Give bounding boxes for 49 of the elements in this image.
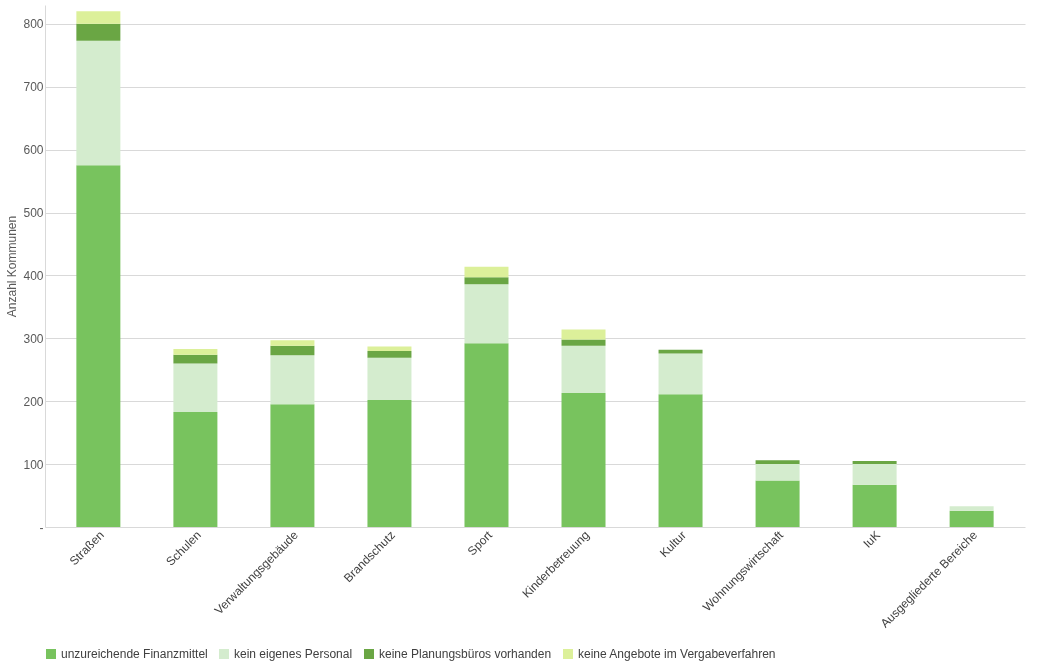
bar bbox=[367, 350, 412, 358]
y-tick-label: 500 bbox=[23, 206, 44, 221]
bar bbox=[76, 11, 121, 24]
y-tick-label: 600 bbox=[23, 143, 44, 158]
bar bbox=[561, 345, 606, 394]
bar bbox=[561, 339, 606, 346]
bar bbox=[949, 510, 994, 527]
bar bbox=[852, 464, 897, 485]
legend-label: kein eigenes Personal bbox=[234, 647, 353, 661]
legend-label: unzureichende Finanzmittel bbox=[61, 647, 208, 661]
x-tick-label: IuK bbox=[860, 528, 884, 551]
y-tick-label: - bbox=[39, 520, 44, 535]
y-tick-label: 200 bbox=[23, 394, 44, 409]
bar bbox=[76, 40, 121, 166]
bar bbox=[464, 277, 509, 285]
bar bbox=[658, 394, 703, 527]
bar bbox=[755, 480, 800, 527]
y-tick-label: 100 bbox=[23, 457, 44, 472]
bar bbox=[173, 411, 218, 527]
bar bbox=[852, 484, 897, 527]
bar bbox=[561, 329, 606, 340]
y-tick-label: 300 bbox=[23, 331, 44, 346]
bar bbox=[173, 349, 218, 355]
bar bbox=[464, 343, 509, 527]
bar bbox=[173, 363, 218, 412]
bar bbox=[76, 165, 121, 527]
y-tick-label: 400 bbox=[23, 268, 44, 283]
legend-label: keine Planungsbüros vorhanden bbox=[379, 647, 552, 661]
y-tick-label: 700 bbox=[23, 80, 44, 95]
y-tick-label: 800 bbox=[23, 17, 44, 32]
bar bbox=[270, 404, 315, 527]
y-axis-title: Anzahl Kommunen bbox=[5, 215, 20, 318]
bar bbox=[367, 346, 412, 351]
legend-label: keine Angebote im Vergabeverfahren bbox=[578, 647, 776, 661]
bar bbox=[464, 284, 509, 344]
bar bbox=[464, 266, 509, 278]
bar bbox=[755, 460, 800, 465]
bar bbox=[270, 355, 315, 405]
bar bbox=[561, 393, 606, 527]
bar bbox=[367, 399, 412, 527]
bar bbox=[173, 354, 218, 364]
bar bbox=[367, 357, 412, 400]
bar bbox=[658, 353, 703, 395]
bar bbox=[852, 460, 897, 465]
bar bbox=[755, 464, 800, 481]
bar bbox=[270, 340, 315, 346]
bar bbox=[76, 23, 121, 41]
bar bbox=[949, 506, 994, 511]
bar bbox=[270, 345, 315, 356]
